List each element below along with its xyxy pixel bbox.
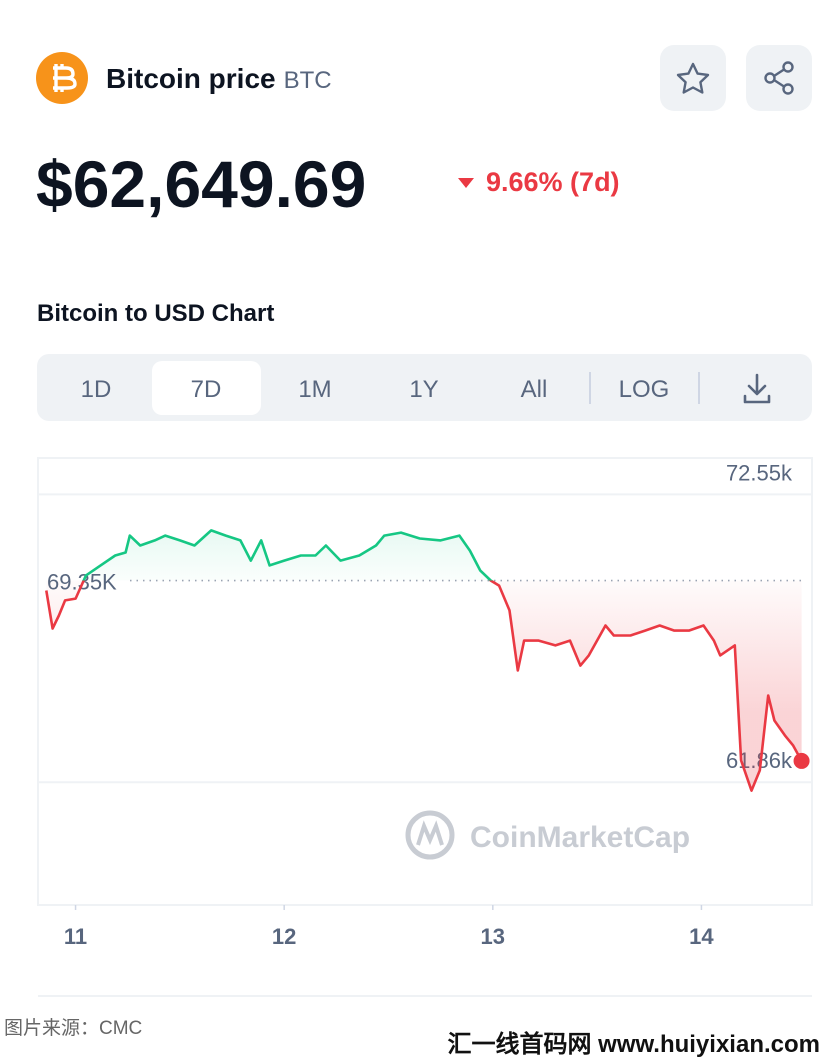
price: $62,649.69 (36, 147, 366, 221)
coin-symbol: BTC (284, 67, 332, 94)
share-button[interactable] (746, 45, 812, 111)
tab-label: 7D (191, 376, 222, 403)
tab-selected (152, 361, 261, 415)
coin-icon (36, 52, 88, 104)
coin-name: Bitcoin price (106, 63, 276, 94)
x-tick-label: 13 (481, 924, 505, 949)
tab-label: All (521, 376, 548, 403)
tab[interactable]: 1M (298, 376, 331, 403)
y-tick-label: 72.55k (726, 460, 793, 485)
tab-label: 1M (298, 376, 331, 403)
down-arrow (458, 178, 474, 188)
image-source: 图片来源：CMC (4, 1017, 142, 1039)
price-line (45, 529, 803, 792)
watermark-text: CoinMarketCap (470, 821, 690, 854)
watchlist-button[interactable] (660, 45, 726, 111)
tabs: 1D 7D 1M 1Y All LOG (81, 361, 670, 415)
x-tick-label: 14 (689, 924, 714, 949)
download-button[interactable] (743, 373, 771, 404)
x-tick-label: 11 (64, 924, 87, 949)
coin-title: Bitcoin price BTC (106, 63, 332, 94)
tab-label: 1D (81, 376, 112, 403)
chart-frame (37, 457, 813, 906)
site-watermark: 汇一线首码网 www.huiyixian.com (448, 1030, 821, 1058)
plot: 72.55k61.86k1112131469.35K (38, 460, 812, 949)
price-area (46, 530, 802, 791)
tab[interactable]: 7D (152, 361, 261, 415)
x-tick-label: 12 (272, 924, 296, 949)
price-change: 9.66% (7d) (486, 167, 620, 197)
chart-heading: Bitcoin to USD Chart (37, 300, 274, 327)
watermark: CoinMarketCap (405, 810, 690, 860)
tab[interactable]: LOG (619, 376, 670, 403)
tab-label: 1Y (409, 376, 438, 403)
tab-label: LOG (619, 376, 670, 403)
last-price-dot (793, 752, 810, 769)
tab[interactable]: 1Y (409, 376, 438, 403)
tab[interactable]: All (521, 376, 548, 403)
tab[interactable]: 1D (81, 376, 112, 403)
